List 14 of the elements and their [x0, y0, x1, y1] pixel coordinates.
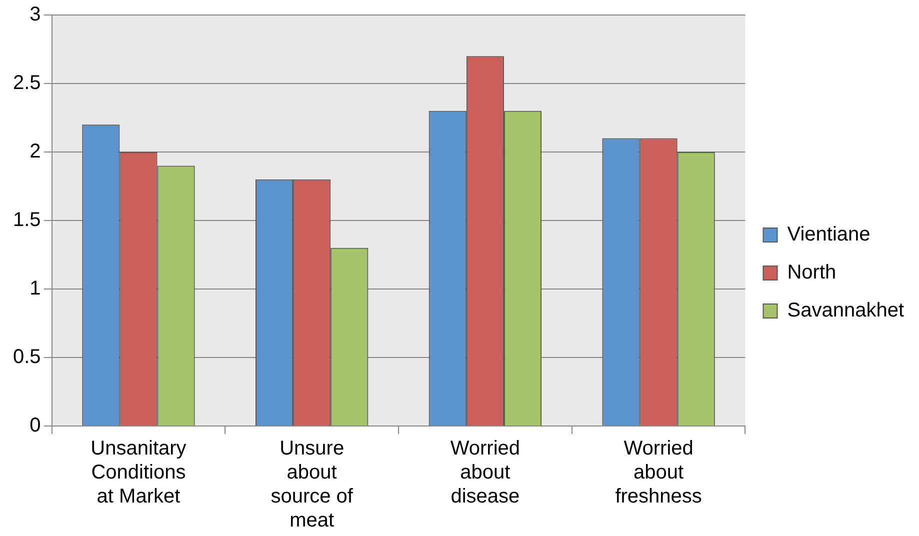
- x-tick-label: Worried about freshness: [615, 438, 702, 508]
- y-tick-label: 1.5: [12, 209, 41, 232]
- legend-label: Vientiane: [787, 224, 870, 246]
- x-tick-label: Unsure about source of meat: [270, 438, 354, 532]
- x-tick-label: Worried about disease: [450, 438, 520, 508]
- x-tick-label: Unsanitary Conditions at Market: [90, 438, 186, 508]
- y-tick-label: 0.5: [12, 346, 41, 368]
- y-tick-label: 0: [30, 414, 41, 437]
- y-tick-label: 2: [30, 140, 41, 163]
- y-tick-label: 2.5: [12, 72, 41, 94]
- legend-label: Savannakhet: [787, 300, 904, 322]
- legend-label: North: [787, 262, 836, 284]
- y-tick-label: 3: [30, 4, 41, 26]
- y-tick-label: 1: [30, 278, 41, 300]
